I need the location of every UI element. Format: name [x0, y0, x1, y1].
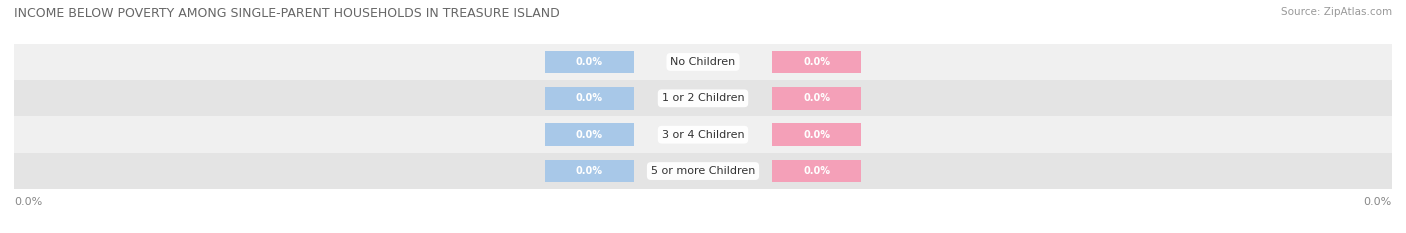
Bar — [14, 44, 1392, 80]
Text: 0.0%: 0.0% — [1364, 197, 1392, 207]
Text: 0.0%: 0.0% — [803, 130, 830, 140]
Bar — [772, 51, 862, 73]
Text: 0.0%: 0.0% — [576, 166, 603, 176]
Text: Source: ZipAtlas.com: Source: ZipAtlas.com — [1281, 7, 1392, 17]
Text: 3 or 4 Children: 3 or 4 Children — [662, 130, 744, 140]
Text: 0.0%: 0.0% — [576, 130, 603, 140]
Bar — [544, 123, 634, 146]
Bar — [14, 80, 1392, 116]
Text: 0.0%: 0.0% — [803, 93, 830, 103]
Text: 0.0%: 0.0% — [803, 57, 830, 67]
Text: 1 or 2 Children: 1 or 2 Children — [662, 93, 744, 103]
Text: 0.0%: 0.0% — [14, 197, 42, 207]
Bar — [772, 123, 862, 146]
Text: 0.0%: 0.0% — [576, 93, 603, 103]
Text: INCOME BELOW POVERTY AMONG SINGLE-PARENT HOUSEHOLDS IN TREASURE ISLAND: INCOME BELOW POVERTY AMONG SINGLE-PARENT… — [14, 7, 560, 20]
Bar — [544, 160, 634, 182]
Text: 0.0%: 0.0% — [803, 166, 830, 176]
Bar — [772, 160, 862, 182]
Text: No Children: No Children — [671, 57, 735, 67]
Text: 0.0%: 0.0% — [576, 57, 603, 67]
Text: 5 or more Children: 5 or more Children — [651, 166, 755, 176]
Bar — [14, 116, 1392, 153]
Bar — [14, 153, 1392, 189]
Bar — [544, 87, 634, 110]
Bar — [772, 87, 862, 110]
Bar — [544, 51, 634, 73]
